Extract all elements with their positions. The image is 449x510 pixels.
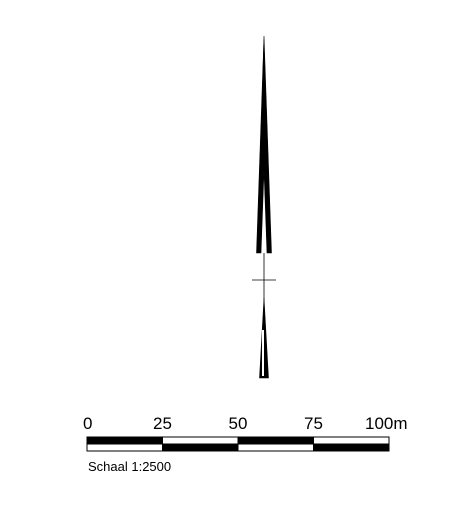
scale-segment-top-0 [86, 436, 163, 445]
scale-tick-label: 100m [365, 414, 408, 433]
scale-segment-bottom-2 [237, 443, 314, 452]
north-needle-top [256, 35, 272, 254]
scale-tick-label: 25 [153, 414, 172, 433]
scale-segment-bottom-0 [86, 443, 163, 452]
scale-segment-bottom-1 [162, 443, 239, 452]
scale-caption: Schaal 1:2500 [88, 459, 171, 474]
scale-bar: 0 25 50 75 100m Schaal 1:2500 [83, 414, 408, 474]
scale-segment-top-1 [162, 436, 239, 445]
scale-tick-label: 75 [304, 414, 323, 433]
scale-segment-bottom-3 [313, 443, 390, 452]
scale-segments [86, 436, 390, 452]
north-arrow-icon [252, 35, 276, 379]
scale-tick-label: 50 [229, 414, 248, 433]
scale-segment-top-3 [313, 436, 390, 445]
scale-tick-labels: 0 25 50 75 100m [83, 414, 408, 433]
north-needle-bottom-highlight [262, 330, 264, 376]
scale-tick-label: 0 [83, 414, 92, 433]
north-needle-outline [257, 39, 265, 254]
scale-segment-top-2 [237, 436, 314, 445]
